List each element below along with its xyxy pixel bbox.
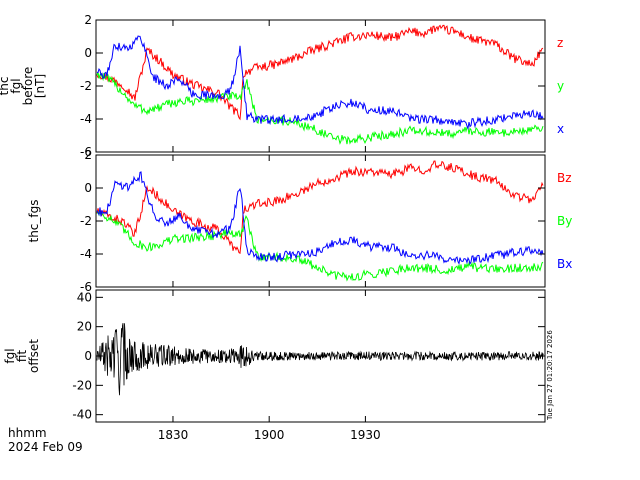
x-tick-label: 1900 <box>254 428 285 442</box>
series-line-y <box>96 71 544 145</box>
y-tick-label: 20 <box>77 320 92 334</box>
y-tick-label: 40 <box>77 290 92 304</box>
series-line-x <box>96 35 544 131</box>
time-axis-label-date: 2024 Feb 09 <box>8 440 83 454</box>
series-line-Bx <box>96 171 544 266</box>
series-line-By <box>96 210 544 282</box>
y-tick-label: 0 <box>84 181 92 195</box>
y-tick-label: -6 <box>80 280 92 294</box>
y-tick-label: 0 <box>84 349 92 363</box>
y-tick-label: -6 <box>80 145 92 159</box>
y-tick-label: -4 <box>80 247 92 261</box>
legend-z: Bz <box>557 171 572 185</box>
series-line-offset <box>96 323 544 396</box>
y-axis-title: offset <box>27 339 41 373</box>
y-tick-label: -2 <box>80 214 92 228</box>
y-axis-title: [nT] <box>33 74 47 98</box>
legend-y: y <box>557 79 564 93</box>
legend-x: x <box>557 122 564 136</box>
time-axis-label-hhmm: hhmm <box>8 426 47 440</box>
x-tick-label: 1930 <box>350 428 381 442</box>
creation-timestamp: Tue Jan 27 01:20:17 2026 <box>546 330 554 421</box>
y-axis-title: fgl <box>3 348 17 363</box>
legend-z: z <box>557 36 563 50</box>
y-axis-title: thc_fgs <box>27 199 41 242</box>
y-axis-title: before <box>21 67 35 106</box>
series-line-Bz <box>96 160 544 254</box>
y-tick-label: -20 <box>72 378 92 392</box>
y-axis-title: fit <box>15 350 29 363</box>
y-tick-label: -4 <box>80 112 92 126</box>
y-tick-label: -2 <box>80 79 92 93</box>
y-tick-label: -40 <box>72 408 92 422</box>
series-line-z <box>96 24 544 121</box>
y-tick-label: 0 <box>84 46 92 60</box>
y-axis-title: thc <box>0 77 11 96</box>
legend-x: Bx <box>557 257 572 271</box>
panel-fgs: 2 0 -2 -4 -6 thc_fgs Bz By Bx <box>27 148 572 294</box>
y-tick-label: 2 <box>84 13 92 27</box>
panels: 20-2-4-6thcfglbefore[nT]zyx20-2-4-6thc_f… <box>0 13 572 442</box>
y-axis-title: fgl <box>9 78 23 93</box>
y-tick-label: 2 <box>84 148 92 162</box>
legend-y: By <box>557 214 572 228</box>
x-tick-label: 1830 <box>158 428 189 442</box>
